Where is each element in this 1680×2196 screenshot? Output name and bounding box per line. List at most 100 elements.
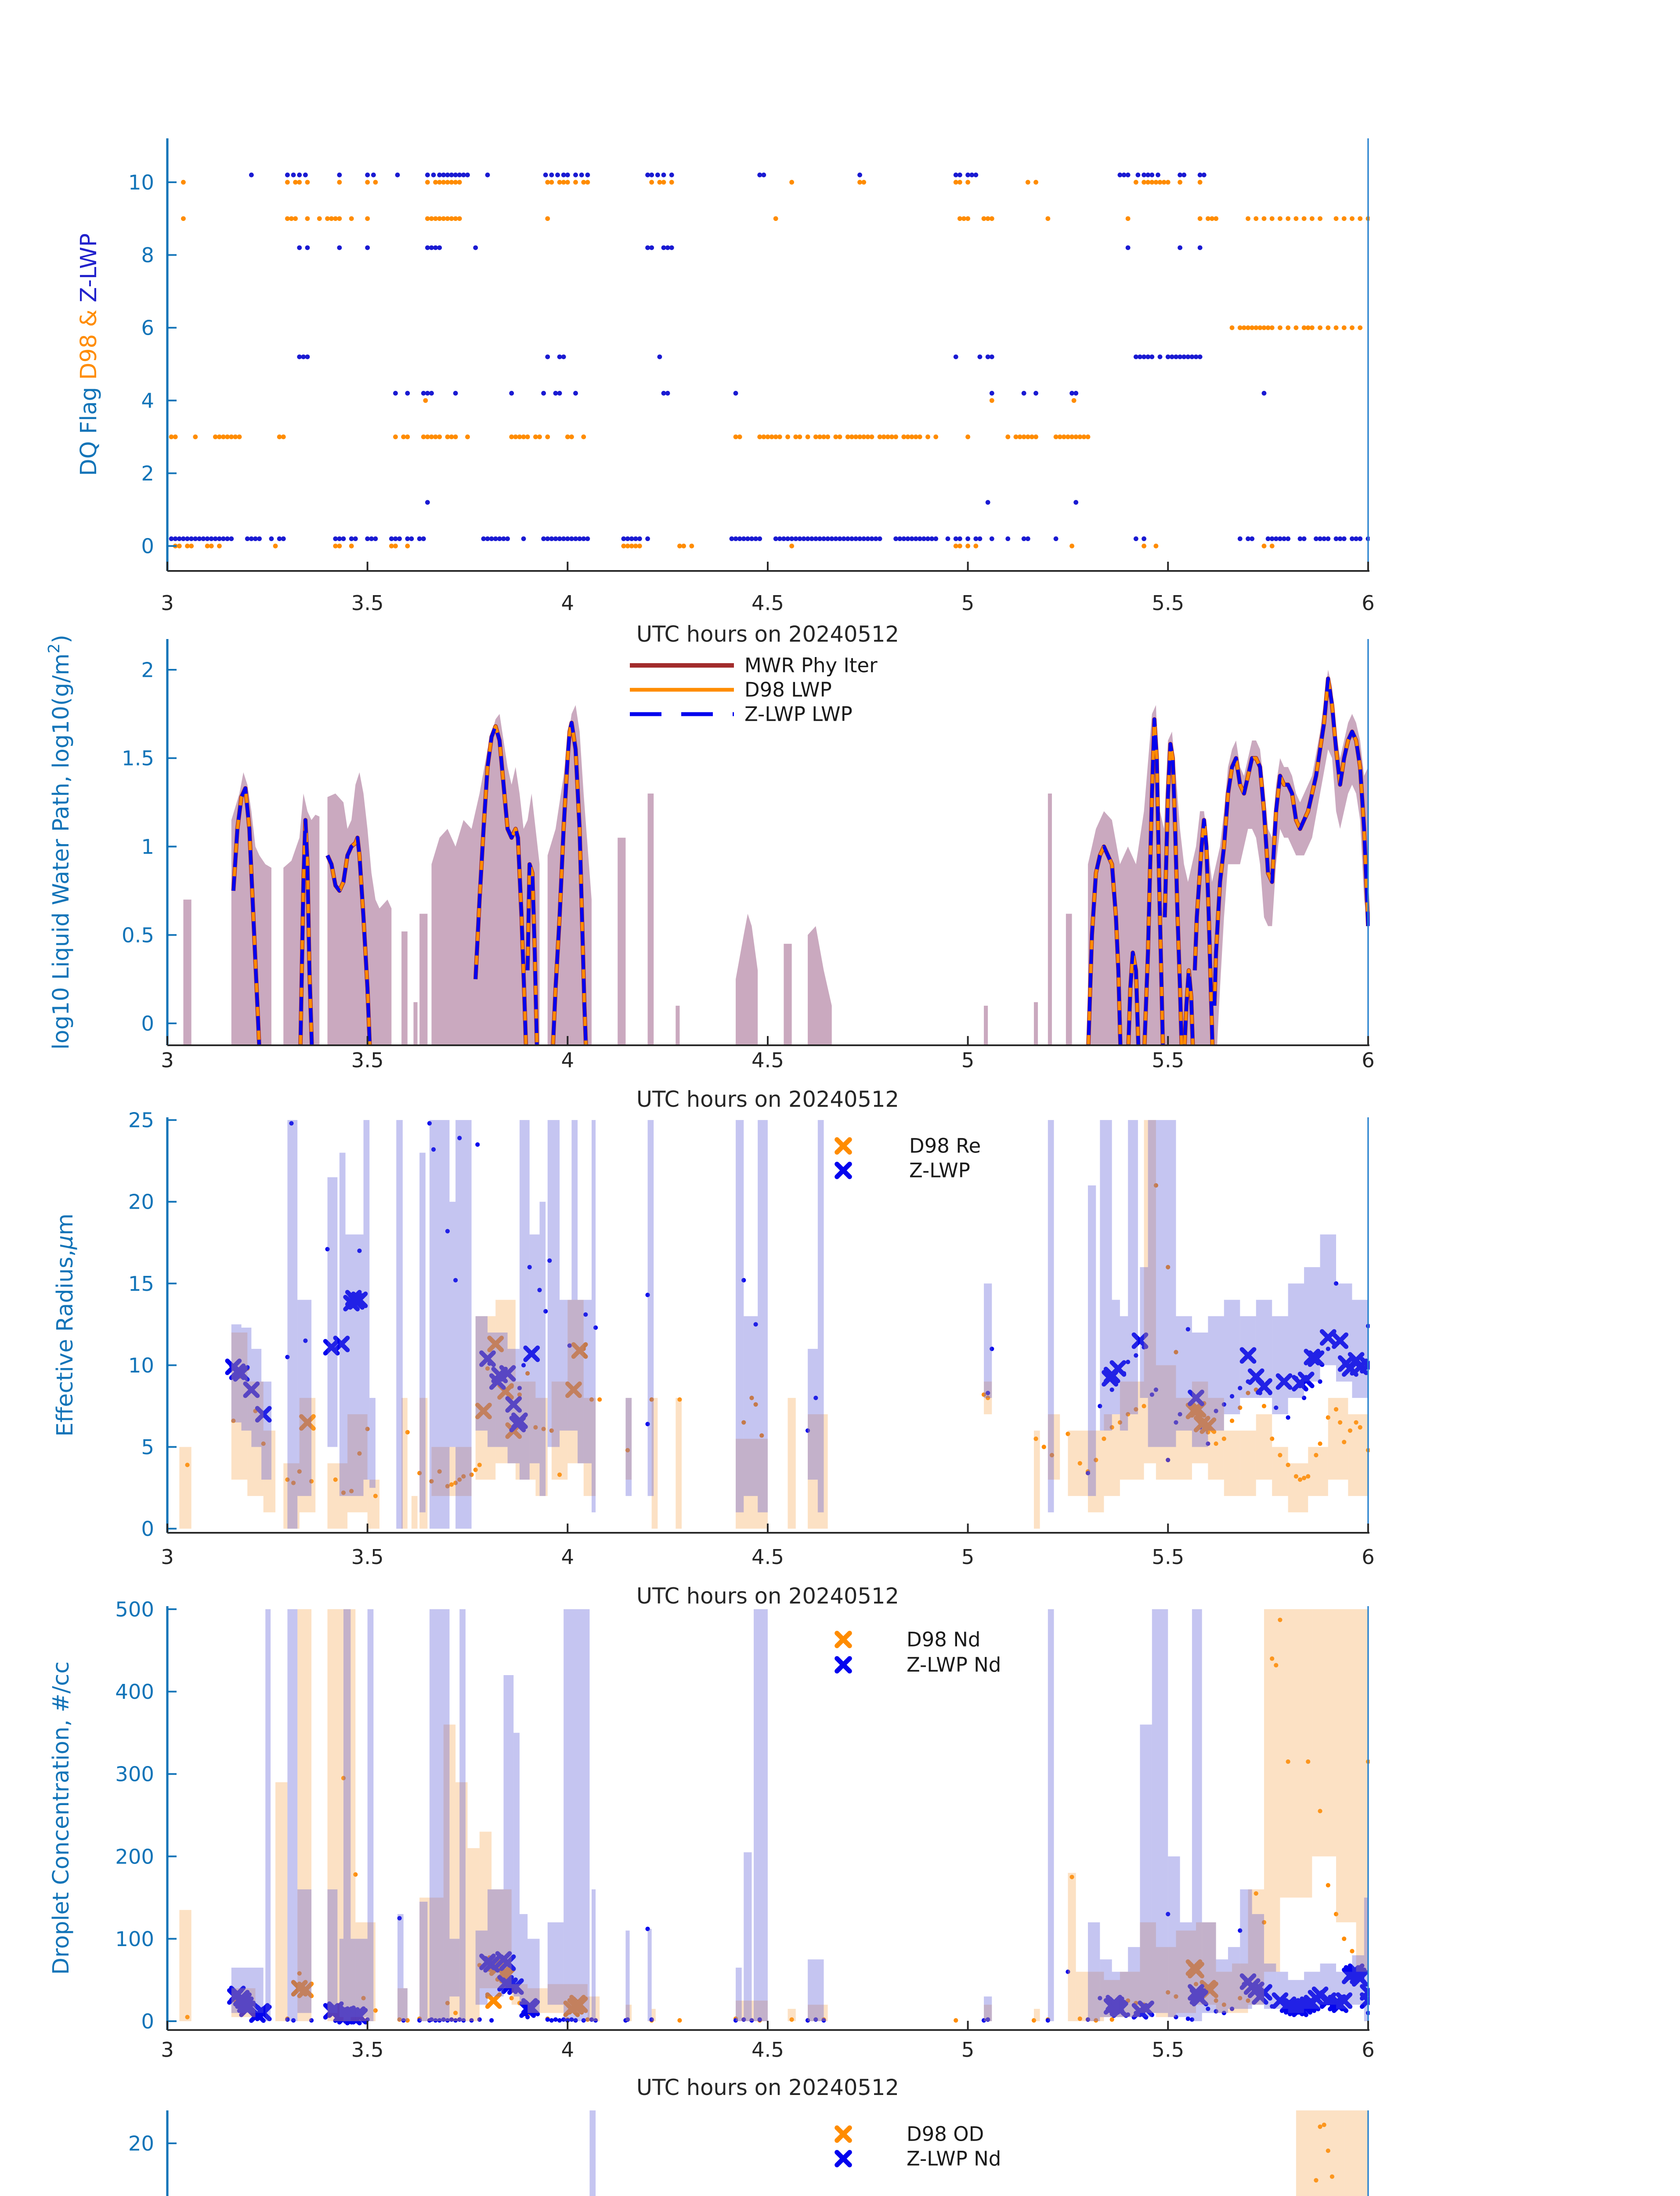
data-point-dot bbox=[905, 434, 910, 440]
data-point-dot bbox=[977, 536, 983, 542]
data-point-dot bbox=[1257, 325, 1263, 330]
data-point-dot bbox=[989, 536, 994, 542]
data-point-dot bbox=[1005, 434, 1011, 440]
data-point-dot bbox=[1174, 1994, 1178, 1999]
data-point-dot bbox=[557, 2018, 562, 2023]
data-point-dot bbox=[1165, 180, 1171, 185]
data-point-dot bbox=[473, 1467, 478, 1472]
band-column bbox=[1288, 1463, 1308, 1513]
x-marker bbox=[1275, 1373, 1293, 1390]
data-point-dot bbox=[1142, 1404, 1146, 1409]
data-point-dot bbox=[1031, 2018, 1037, 2023]
band-column bbox=[275, 1782, 288, 2021]
data-point-dot bbox=[1286, 1463, 1290, 1467]
data-point-dot bbox=[986, 2017, 990, 2022]
data-point-dot bbox=[1293, 325, 1299, 330]
band-column bbox=[647, 1929, 652, 2021]
data-point-dot bbox=[1073, 390, 1079, 396]
data-point-dot bbox=[555, 172, 560, 177]
data-point-dot bbox=[1282, 536, 1286, 542]
effective-radius-panel: 0 5 10 15 20 25 3 3.5 4 4.5 5 5.5 6 UTC hours on 2024… bbox=[52, 1109, 1375, 1609]
x-marker bbox=[571, 1996, 588, 2013]
y-tick-label: 20 bbox=[128, 1190, 154, 1214]
data-point-dot bbox=[317, 216, 322, 221]
data-point-dot bbox=[1293, 1474, 1298, 1479]
data-point-dot bbox=[921, 536, 926, 542]
data-point-dot bbox=[1301, 216, 1307, 221]
data-point-dot bbox=[433, 434, 438, 440]
data-point-dot bbox=[1350, 1949, 1355, 1954]
data-point-dot bbox=[597, 1397, 602, 1402]
data-point-dot bbox=[1306, 1474, 1311, 1479]
x-marker bbox=[1188, 1389, 1204, 1406]
data-point-dot bbox=[517, 434, 522, 440]
data-point-dot bbox=[1221, 1436, 1226, 1441]
data-point-dot bbox=[741, 2017, 746, 2022]
data-point-dot bbox=[545, 180, 550, 185]
data-point-dot bbox=[585, 2017, 590, 2022]
band-column bbox=[347, 1414, 368, 1513]
band-column bbox=[367, 1609, 374, 2021]
data-point-dot bbox=[449, 216, 454, 221]
data-point-dot bbox=[573, 180, 578, 185]
data-point-dot bbox=[1053, 536, 1059, 542]
band-column bbox=[1033, 2008, 1040, 2021]
band-column bbox=[1336, 1283, 1352, 1382]
data-point-dot bbox=[371, 172, 376, 177]
band-column bbox=[455, 1120, 472, 1529]
band-column bbox=[287, 1609, 298, 2021]
data-point-dot bbox=[1053, 434, 1059, 440]
x-marker bbox=[1332, 1332, 1349, 1349]
band-column bbox=[299, 1398, 316, 1513]
data-point-dot bbox=[841, 536, 846, 542]
data-point-dot bbox=[1125, 216, 1131, 221]
band-polygon bbox=[183, 899, 191, 1045]
data-point-dot bbox=[1358, 1425, 1362, 1430]
band-column bbox=[817, 1120, 824, 1513]
data-point-dot bbox=[805, 1428, 810, 1433]
band-polygon bbox=[618, 838, 626, 1045]
data-point-dot bbox=[965, 180, 970, 185]
band-column bbox=[539, 1202, 546, 1496]
band-column bbox=[1216, 1959, 1228, 2013]
data-point-dot bbox=[857, 536, 862, 542]
data-point-dot bbox=[1341, 216, 1347, 221]
y-tick-label: 5 bbox=[141, 1435, 154, 1459]
data-point-dot bbox=[1273, 536, 1279, 542]
x-marker bbox=[1188, 1961, 1204, 1979]
data-point-dot bbox=[169, 434, 174, 440]
data-point-dot bbox=[1301, 1476, 1307, 1481]
data-point-dot bbox=[749, 1395, 754, 1400]
data-point-dot bbox=[569, 536, 574, 542]
data-point-dot bbox=[365, 216, 370, 221]
data-point-dot bbox=[925, 434, 930, 440]
data-line bbox=[473, 724, 528, 1045]
data-point-dot bbox=[953, 180, 958, 185]
data-point-dot bbox=[197, 536, 202, 542]
y-tick-label: 4 bbox=[141, 389, 154, 412]
data-point-dot bbox=[869, 536, 874, 542]
data-point-dot bbox=[1149, 180, 1155, 185]
data-point-dot bbox=[453, 2018, 458, 2023]
data-point-dot bbox=[1261, 1920, 1267, 1925]
band-column bbox=[1140, 1267, 1148, 1398]
legend-entry: Z-LWP LWP bbox=[630, 703, 853, 726]
data-point-dot bbox=[521, 536, 526, 542]
data-point-dot bbox=[437, 2018, 442, 2023]
data-point-dot bbox=[1178, 172, 1182, 177]
x-marker bbox=[351, 1291, 368, 1308]
band-polygon bbox=[647, 793, 654, 1045]
data-point-dot bbox=[185, 543, 190, 549]
data-point-dot bbox=[789, 2017, 794, 2022]
band-column bbox=[419, 1897, 432, 2021]
data-point-dot bbox=[1098, 1996, 1102, 2001]
data-point-dot bbox=[1197, 245, 1203, 250]
data-point-dot bbox=[1286, 216, 1291, 221]
data-point-dot bbox=[281, 434, 286, 440]
band-column bbox=[327, 1177, 338, 1447]
band-column bbox=[1120, 1381, 1144, 1480]
data-point-dot bbox=[1142, 180, 1146, 185]
band-column bbox=[651, 2008, 656, 2021]
data-point-dot bbox=[1342, 1936, 1347, 1941]
data-point-dot bbox=[965, 172, 970, 177]
